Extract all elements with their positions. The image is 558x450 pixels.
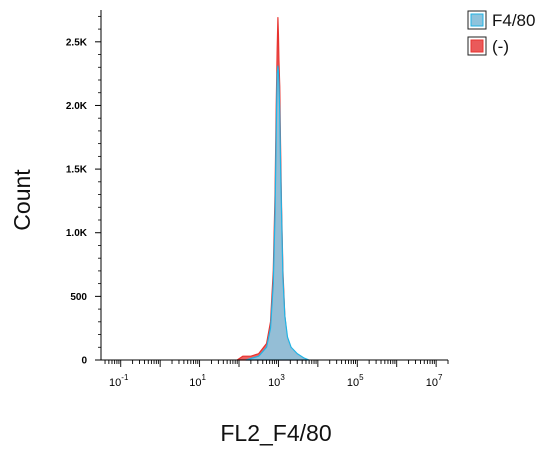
x-tick-base: 10: [109, 377, 121, 389]
x-tick-exponent: 3: [280, 373, 285, 382]
x-tick-exponent: 7: [438, 373, 443, 382]
x-tick-base: 10: [268, 377, 280, 389]
x-tick-label: 105: [347, 373, 364, 389]
legend-label: F4/80: [492, 11, 535, 30]
y-tick-label: 1.0K: [66, 228, 88, 239]
y-tick-label: 0: [81, 356, 87, 367]
y-axis-title: Count: [9, 169, 35, 231]
x-tick-label: 103: [268, 373, 285, 389]
legend: F4/80 (-): [467, 10, 535, 56]
x-tick-exponent: 5: [359, 373, 364, 382]
series-f4-80-area: [245, 65, 310, 361]
series-layer: [236, 17, 310, 361]
y-tick-label: 500: [70, 292, 87, 303]
x-tick-label: 10-1: [109, 373, 129, 389]
legend-swatch: [470, 39, 484, 53]
x-tick-base: 10: [347, 377, 359, 389]
x-tick-exponent: 1: [201, 373, 206, 382]
x-tick-base: 10: [426, 377, 438, 389]
x-tick-label: 107: [426, 373, 443, 389]
x-tick-base: 10: [189, 377, 201, 389]
x-axis-title: FL2_F4/80: [220, 420, 331, 446]
legend-swatch: [470, 13, 484, 27]
y-tick-label: 1.5K: [66, 165, 88, 176]
legend-label: (-): [492, 37, 509, 56]
y-ticks: 0 500 1.0K 1.5K 2.0K 2.5K: [66, 15, 101, 367]
x-tick-exponent: -1: [121, 373, 129, 382]
y-tick-label: 2.5K: [66, 37, 88, 48]
y-tick-label: 2.0K: [66, 101, 88, 112]
x-ticks: 10-1 101 103 105 107: [104, 360, 449, 389]
x-tick-label: 101: [189, 373, 206, 389]
